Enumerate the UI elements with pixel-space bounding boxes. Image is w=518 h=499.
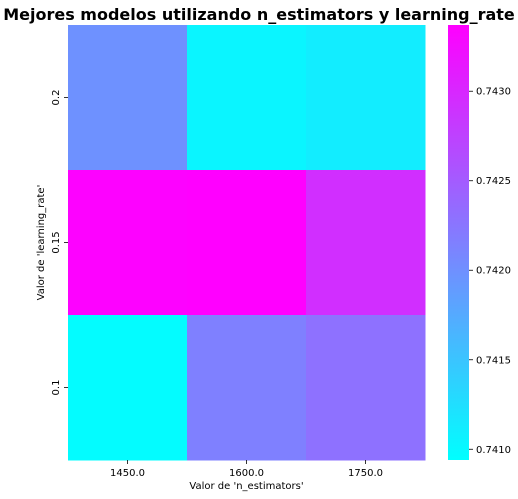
y-axis-label: Valor de 'learning_rate' <box>36 185 47 301</box>
colorbar-ticks: 0.7410 0.7415 0.7420 0.7425 0.7430 <box>469 87 511 456</box>
colorbar-tick-label: 0.7420 <box>476 266 511 277</box>
colorbar-tick-label: 0.7430 <box>476 87 511 98</box>
heatmap-cell <box>187 315 307 461</box>
x-axis-ticks: 1450.0 1600.0 1750.0 <box>110 460 383 479</box>
colorbar-tick-label: 0.7410 <box>476 445 511 456</box>
heatmap-cell <box>68 170 188 316</box>
heatmap-cells <box>68 25 426 461</box>
heatmap-cell <box>187 170 307 316</box>
y-tick-label: 0.15 <box>51 231 62 253</box>
y-tick-label: 0.2 <box>51 90 62 106</box>
x-axis-label: Valor de 'n_estimators' <box>189 481 303 492</box>
y-tick-label: 0.1 <box>51 380 62 396</box>
chart-title: Mejores modelos utilizando n_estimators … <box>3 5 515 24</box>
colorbar-tick-label: 0.7425 <box>476 176 511 187</box>
x-tick-label: 1750.0 <box>348 468 383 479</box>
heatmap-cell <box>68 25 188 171</box>
x-tick-label: 1450.0 <box>110 468 145 479</box>
x-tick-label: 1600.0 <box>229 468 264 479</box>
heatmap-cell <box>306 25 426 171</box>
colorbar <box>448 25 469 460</box>
y-axis-ticks: 0.2 0.15 0.1 <box>51 90 68 396</box>
heatmap-cell <box>306 170 426 316</box>
heatmap-cell <box>187 25 307 171</box>
heatmap-cell <box>306 315 426 461</box>
colorbar-tick-label: 0.7415 <box>476 355 511 366</box>
heatmap-cell <box>68 315 188 461</box>
